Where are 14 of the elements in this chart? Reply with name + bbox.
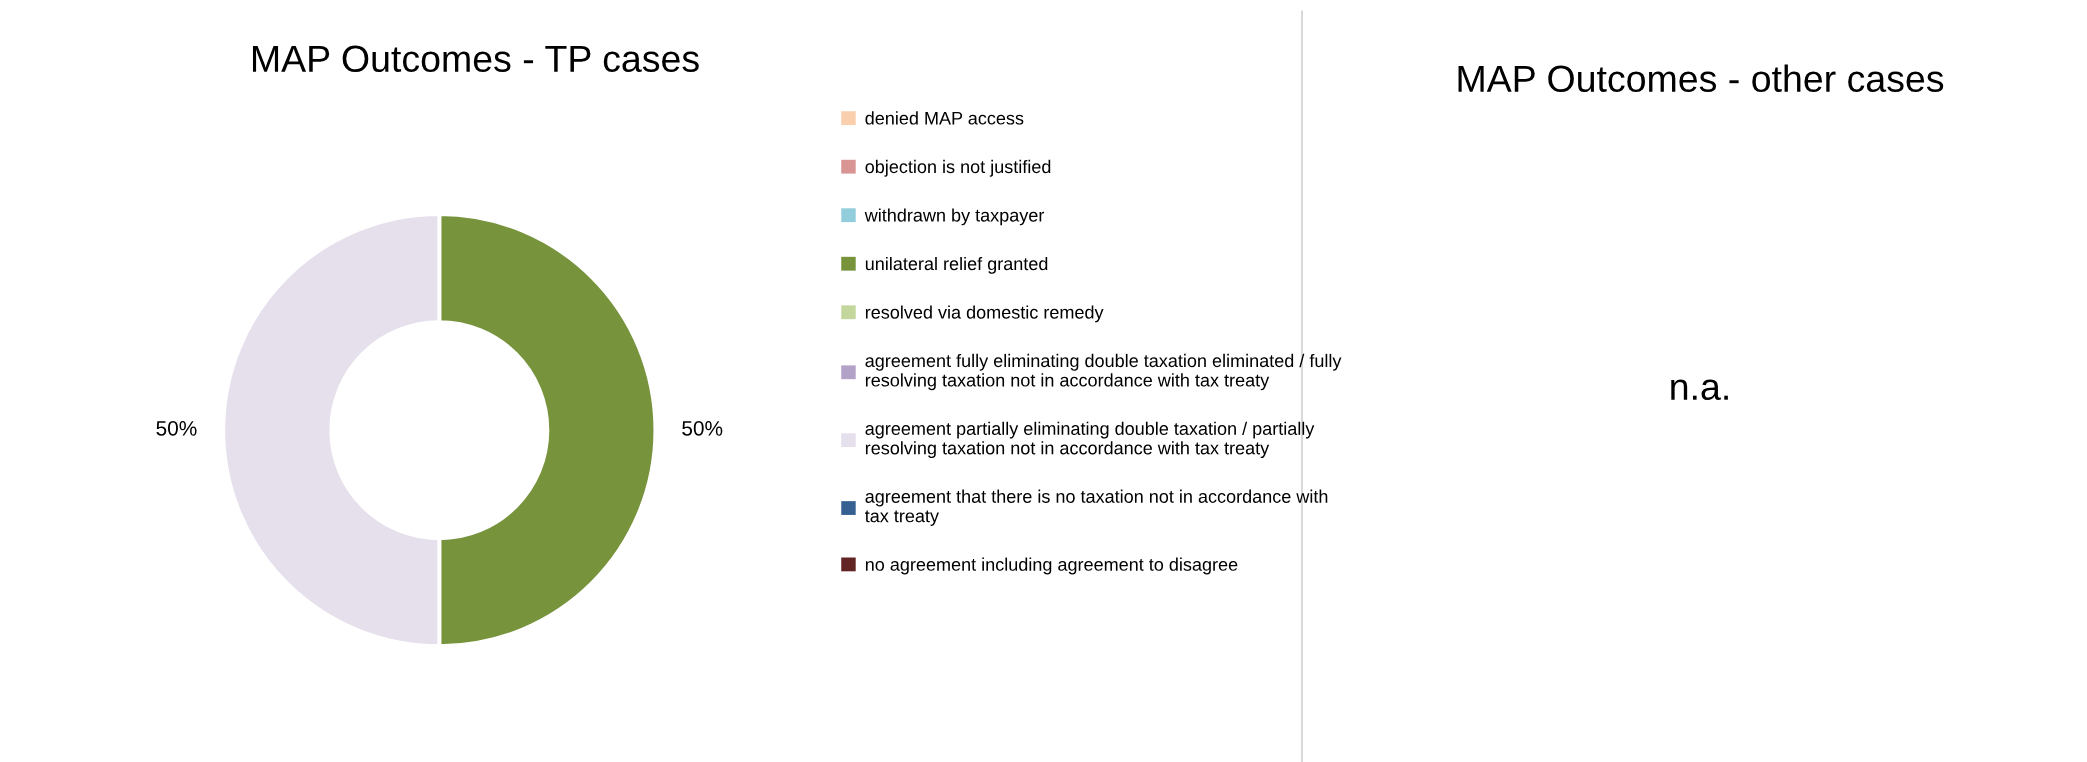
legend-label: denied MAP access <box>865 111 1024 125</box>
chart-title: MAP Outcomes - TP cases <box>252 45 699 73</box>
legend-label: withdrawn by taxpayer <box>864 208 1045 226</box>
legend-label: objection is not justified <box>865 159 1051 177</box>
data-label: 50% <box>156 420 197 436</box>
legend-label: unilateral relief granted <box>865 256 1048 274</box>
legend-label: no agreement including agreement to disagree <box>865 557 1238 575</box>
text: MAP Outcomes - other cases <box>1458 64 1944 93</box>
legend-label: resolved via domestic remedy <box>865 305 1104 323</box>
text: n.a. <box>1671 379 1728 401</box>
data-label: 50% <box>682 420 723 436</box>
legend-label: agreement partially eliminating double taxation / partially resolving taxation not in accordance with tax treaty <box>865 421 1315 459</box>
legend-label: agreement fully eliminating double taxation eliminated / fully resolving taxation not in accordance with tax treaty <box>865 353 1342 391</box>
legend-label: agreement that there is no taxation not in accordance with tax treaty <box>865 489 1328 526</box>
